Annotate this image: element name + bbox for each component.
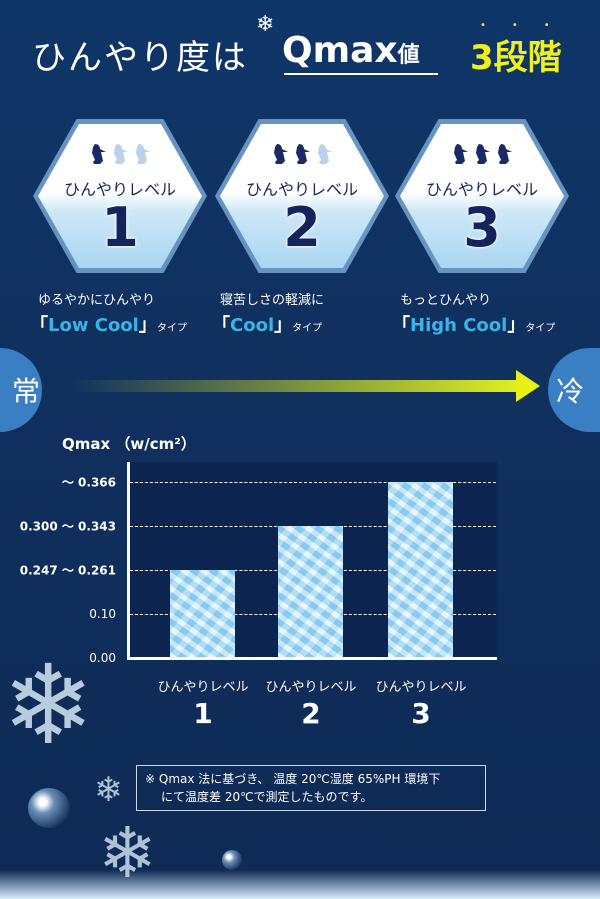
cold-label: 冷 <box>556 375 585 408</box>
type-name: High Cool <box>410 315 508 336</box>
type-name: Low Cool <box>48 315 139 336</box>
level-description: もっとひんやり <box>400 293 492 308</box>
level-label: ひんやりレベル <box>425 180 538 199</box>
type-suffix: タイプ <box>156 323 187 334</box>
emphasis-dots: ••• <box>480 20 576 31</box>
type-suffix: タイプ <box>292 323 323 334</box>
x-category: ひんやりレベル 2 <box>256 676 366 730</box>
level-number: 1 <box>101 196 139 259</box>
x-category-number: 3 <box>411 697 431 730</box>
x-category-number: 1 <box>193 697 213 730</box>
gridline <box>130 482 496 483</box>
penguin-rating <box>400 142 564 170</box>
x-category: ひんやりレベル 1 <box>148 676 258 730</box>
y-tick-label: 0.00 <box>89 651 116 665</box>
normal-label: 常 <box>11 375 40 408</box>
gradient-arrow <box>70 380 520 392</box>
x-category-label: ひんやりレベル <box>157 680 249 695</box>
level-label: ひんやりレベル <box>63 180 176 199</box>
penguin-icon <box>449 144 471 170</box>
title-text: ひんやり度は <box>32 38 248 78</box>
title-qmax: Qmax値 <box>282 30 420 71</box>
water-drop-icon <box>28 788 70 828</box>
penguin-rating <box>220 142 384 170</box>
scale-left-circle: 常 <box>0 348 42 432</box>
level-badge-1: ひんやりレベル 1 <box>33 119 207 273</box>
qmax-text: Qmax <box>282 30 398 71</box>
arrow-head <box>516 370 540 402</box>
bracket: 「 <box>30 315 48 336</box>
penguin-icon <box>109 144 131 170</box>
scale-right-circle: 冷 <box>548 348 600 432</box>
snowflake-icon: ❄ <box>94 770 123 810</box>
bar-level-2 <box>278 526 343 658</box>
bracket: 「 <box>212 315 230 336</box>
type-suffix: タイプ <box>525 323 556 334</box>
penguin-icon <box>131 144 153 170</box>
y-tick-label: 0.300 〜 0.343 <box>19 519 116 534</box>
level-label: ひんやりレベル <box>245 180 358 199</box>
title-levels: 3段階 <box>470 38 562 78</box>
bracket: 」 <box>507 315 526 336</box>
y-axis <box>127 462 130 660</box>
x-category: ひんやりレベル 3 <box>366 676 476 730</box>
penguin-rating <box>38 142 202 170</box>
penguin-icon <box>313 144 335 170</box>
y-tick-label: 0.10 <box>89 607 116 621</box>
level-type: 「High Cool」タイプ <box>392 311 555 337</box>
footnote-line2: にて温度差 20℃で測定したものです。 <box>161 790 373 804</box>
footnote-box: ※ Qmax 法に基づき、 温度 20℃湿度 65%PH 環境下 にて温度差 2… <box>136 765 486 811</box>
level-description: ゆるやかにひんやり <box>38 293 156 308</box>
level-number: 2 <box>283 196 321 259</box>
type-name: Cool <box>230 315 275 336</box>
bracket: 「 <box>392 315 410 336</box>
penguin-icon <box>87 144 109 170</box>
penguin-icon <box>269 144 291 170</box>
level-type: 「Low Cool」タイプ <box>30 311 187 337</box>
x-category-number: 2 <box>301 697 321 730</box>
y-tick-label: 〜 0.366 <box>61 475 116 490</box>
water-drop-icon <box>222 850 242 870</box>
level-badge-2: ひんやりレベル 2 <box>215 119 389 273</box>
bar-level-3 <box>388 482 453 658</box>
snowflake-icon: ❄ <box>256 12 275 37</box>
penguin-icon <box>291 144 313 170</box>
level-badge-3: ひんやりレベル 3 <box>395 119 569 273</box>
bar-level-1 <box>170 570 235 658</box>
penguin-icon <box>493 144 515 170</box>
penguin-icon <box>471 144 493 170</box>
level-description: 寝苦しさの軽減に <box>220 293 325 308</box>
level-number: 3 <box>463 196 501 259</box>
level-type: 「Cool」タイプ <box>212 311 322 337</box>
snowflake-icon: ❄ <box>2 641 95 769</box>
bracket: 」 <box>274 315 293 336</box>
y-tick-label: 0.247 〜 0.261 <box>19 563 116 578</box>
ice-decoration <box>0 870 600 899</box>
x-category-label: ひんやりレベル <box>265 680 357 695</box>
y-axis-label: Qmax （w/cm²） <box>62 433 196 454</box>
yunit: （w/cm²） <box>115 435 196 453</box>
bracket: 」 <box>138 315 157 336</box>
title-underline <box>284 73 438 75</box>
x-axis <box>127 657 497 660</box>
value-text: 値 <box>397 43 420 68</box>
x-category-label: ひんやりレベル <box>375 680 467 695</box>
ylabel: Qmax <box>62 435 111 453</box>
footnote-line1: ※ Qmax 法に基づき、 温度 20℃湿度 65%PH 環境下 <box>145 772 441 786</box>
